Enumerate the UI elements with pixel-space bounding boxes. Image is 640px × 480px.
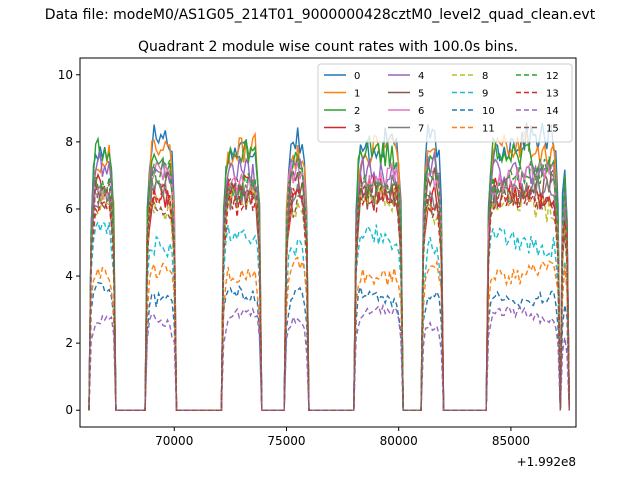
- series-line-11: [88, 256, 570, 411]
- legend-label-1: 1: [354, 89, 360, 100]
- x-tick-label: 85000: [492, 434, 530, 448]
- legend-label-7: 7: [418, 124, 424, 135]
- legend-label-9: 9: [482, 89, 488, 100]
- series-line-15: [88, 177, 570, 411]
- legend-label-11: 11: [482, 124, 495, 135]
- y-tick-label: 0: [65, 403, 73, 417]
- series-line-10: [88, 281, 570, 411]
- chart-title: Quadrant 2 module wise count rates with …: [138, 39, 518, 55]
- axes-frame: [79, 57, 577, 428]
- x-axis: 70000 75000 80000 85000: [155, 427, 530, 448]
- legend-label-3: 3: [354, 124, 360, 135]
- x-offset-label: +1.992e8: [517, 455, 576, 469]
- legend-label-6: 6: [418, 106, 424, 117]
- x-tick-label: 80000: [380, 434, 418, 448]
- legend-label-14: 14: [546, 106, 559, 117]
- legend-label-5: 5: [418, 89, 424, 100]
- plot-area: [88, 122, 570, 411]
- legend-label-12: 12: [546, 71, 559, 82]
- legend-label-4: 4: [418, 71, 424, 82]
- y-tick-label: 4: [65, 269, 73, 283]
- series-line-9: [88, 219, 570, 411]
- legend-box: [317, 63, 573, 143]
- legend-label-15: 15: [546, 124, 559, 135]
- legend-label-2: 2: [354, 106, 360, 117]
- legend-label-13: 13: [546, 89, 559, 100]
- series-line-12: [88, 156, 570, 411]
- y-tick-label: 6: [65, 202, 73, 216]
- x-tick-label: 70000: [155, 434, 193, 448]
- y-tick-label: 8: [65, 135, 73, 149]
- series-line-13: [88, 182, 570, 411]
- y-tick-label: 2: [65, 336, 73, 350]
- legend-label-8: 8: [482, 71, 488, 82]
- series-line-14: [88, 303, 570, 411]
- legend-label-10: 10: [482, 106, 495, 117]
- y-tick-label: 10: [58, 68, 73, 82]
- legend-label-0: 0: [354, 71, 360, 82]
- x-tick-label: 75000: [267, 434, 305, 448]
- chart-suptitle: Data file: modeM0/AS1G05_214T01_90000004…: [45, 7, 596, 23]
- y-axis: 0 2 4 6 8 10: [58, 68, 80, 417]
